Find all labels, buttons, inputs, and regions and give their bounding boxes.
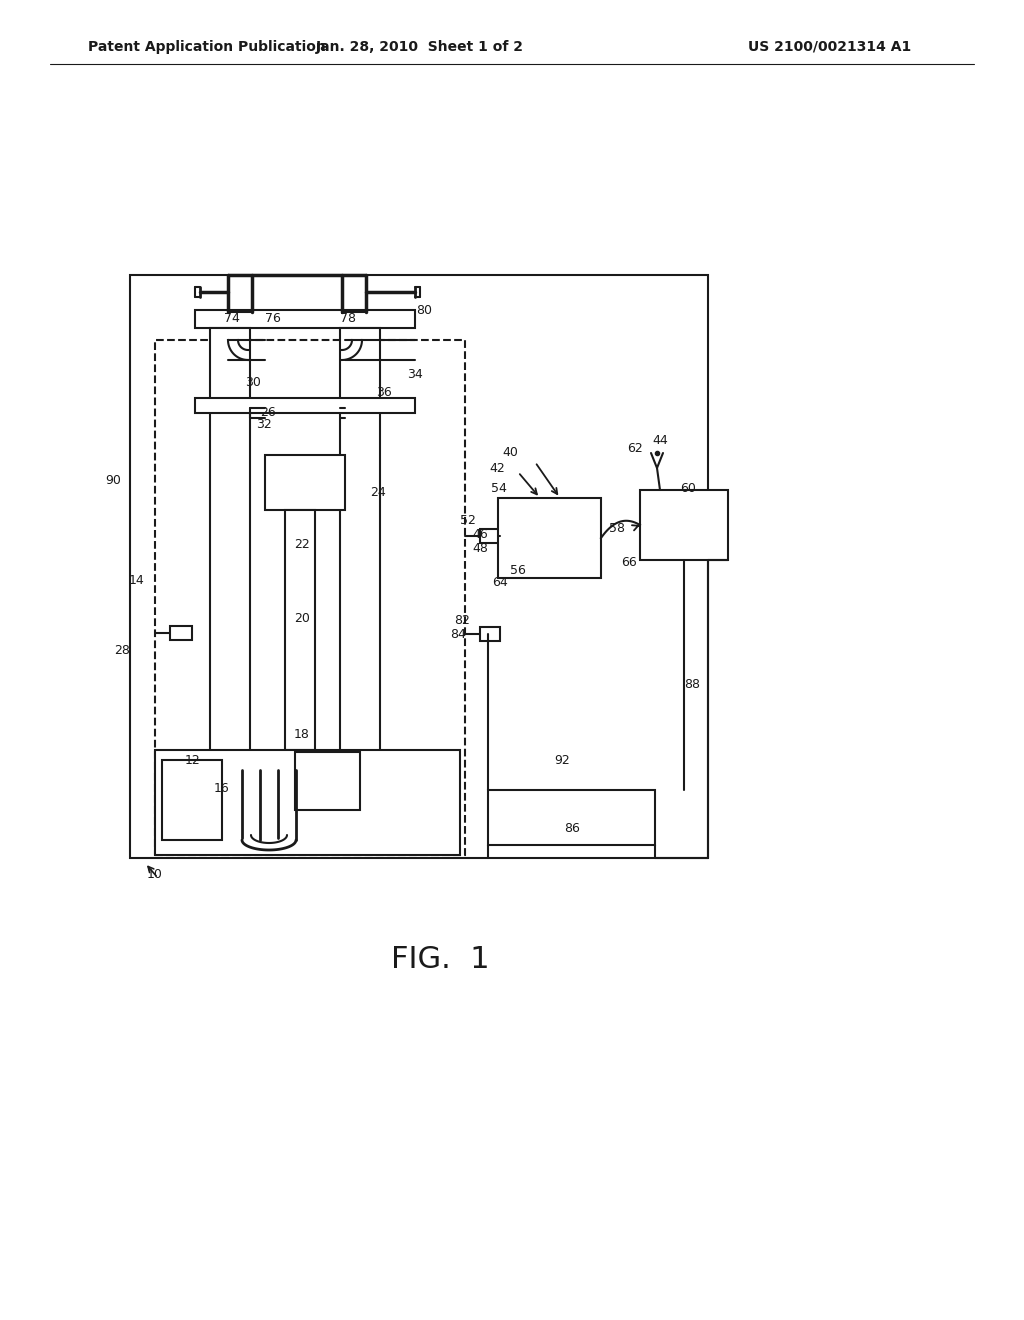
Bar <box>498 498 601 578</box>
Bar <box>162 760 222 840</box>
Bar <box>285 510 315 750</box>
Text: 90: 90 <box>105 474 121 487</box>
Text: 88: 88 <box>684 678 700 692</box>
Text: 44: 44 <box>652 433 668 446</box>
Text: 28: 28 <box>114 644 130 656</box>
Bar <box>195 399 415 413</box>
Text: 30: 30 <box>245 375 261 388</box>
Text: 54: 54 <box>492 482 507 495</box>
Text: 46: 46 <box>472 528 487 541</box>
Text: 12: 12 <box>185 754 201 767</box>
Text: 52: 52 <box>460 515 476 528</box>
Text: US 2100/0021314 A1: US 2100/0021314 A1 <box>748 40 911 54</box>
Text: 86: 86 <box>564 821 580 834</box>
Text: 18: 18 <box>294 729 310 742</box>
Text: 58: 58 <box>609 521 625 535</box>
Text: 84: 84 <box>451 628 466 642</box>
Bar <box>265 455 345 510</box>
Text: 24: 24 <box>370 486 386 499</box>
Text: 14: 14 <box>129 573 144 586</box>
Bar <box>488 789 655 845</box>
Bar <box>480 627 500 642</box>
Text: 40: 40 <box>502 446 518 459</box>
Text: FIG.  1: FIG. 1 <box>391 945 489 974</box>
Bar <box>155 341 465 855</box>
Bar <box>155 750 460 855</box>
Text: 60: 60 <box>680 482 696 495</box>
Text: 20: 20 <box>294 611 310 624</box>
Text: 78: 78 <box>340 313 356 326</box>
Bar <box>170 626 193 640</box>
Text: 74: 74 <box>224 312 240 325</box>
Text: Patent Application Publication: Patent Application Publication <box>88 40 326 54</box>
Bar <box>340 327 380 775</box>
Text: 66: 66 <box>622 556 637 569</box>
Bar <box>195 310 415 327</box>
Bar <box>480 529 500 543</box>
Text: 42: 42 <box>489 462 505 474</box>
Text: Jan. 28, 2010  Sheet 1 of 2: Jan. 28, 2010 Sheet 1 of 2 <box>316 40 524 54</box>
Text: 22: 22 <box>294 539 310 552</box>
Text: 34: 34 <box>408 368 423 381</box>
Text: 26: 26 <box>260 405 275 418</box>
Text: 36: 36 <box>376 385 392 399</box>
Bar <box>210 327 250 775</box>
Bar <box>130 275 708 858</box>
Text: 76: 76 <box>265 313 281 326</box>
Text: 64: 64 <box>493 576 508 589</box>
Text: 62: 62 <box>627 441 643 454</box>
Bar <box>295 752 360 810</box>
Text: 48: 48 <box>472 543 488 556</box>
Text: 80: 80 <box>416 304 432 317</box>
Text: 32: 32 <box>256 418 272 432</box>
Text: 82: 82 <box>454 614 470 627</box>
Text: 16: 16 <box>214 781 229 795</box>
Text: 92: 92 <box>554 754 570 767</box>
Text: 56: 56 <box>510 564 526 577</box>
Text: 10: 10 <box>147 869 163 882</box>
Bar <box>640 490 728 560</box>
